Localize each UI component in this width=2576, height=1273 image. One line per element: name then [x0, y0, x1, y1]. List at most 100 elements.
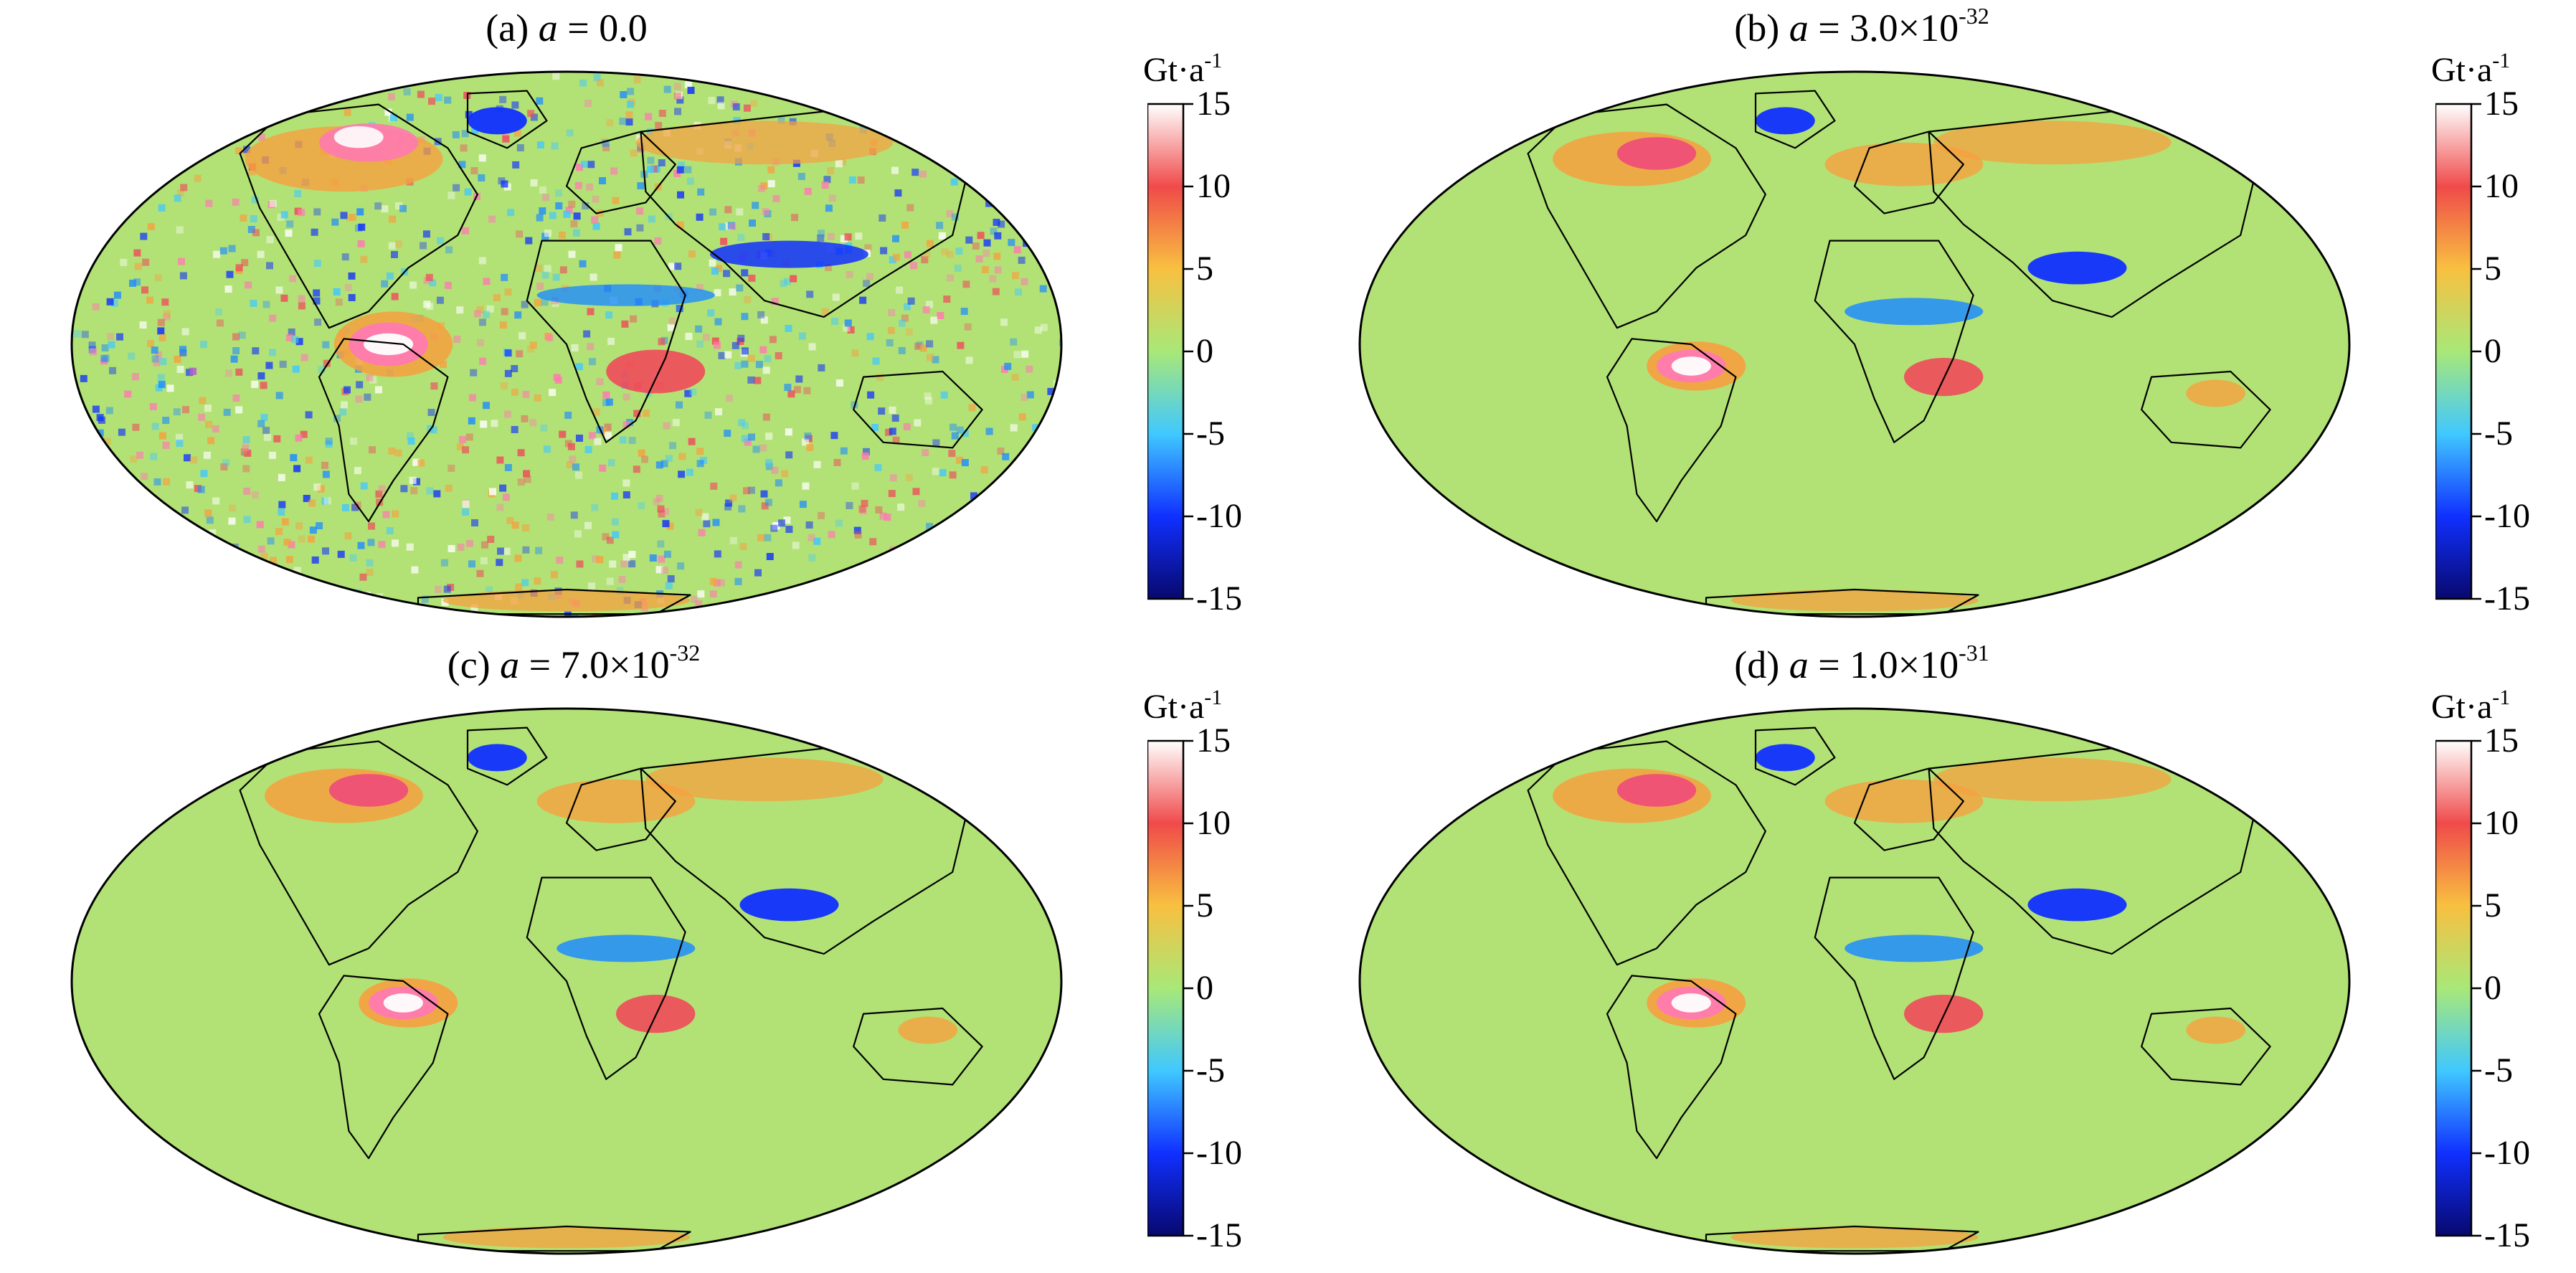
noise-cell — [724, 430, 731, 437]
signal-blob — [1824, 779, 1984, 823]
noise-cell — [676, 401, 683, 409]
noise-cell — [764, 355, 772, 363]
noise-cell — [749, 219, 756, 227]
noise-cell — [157, 327, 165, 335]
noise-cell — [549, 212, 557, 219]
noise-cell — [938, 232, 946, 240]
colorbar-scale — [1147, 739, 1193, 1237]
noise-cell — [821, 308, 829, 316]
noise-cell — [712, 519, 720, 526]
noise-cell — [717, 102, 725, 110]
noise-cell — [798, 332, 806, 340]
noise-cell — [858, 505, 866, 513]
noise-cell — [684, 81, 692, 89]
noise-cell — [314, 318, 322, 326]
noise-cell — [96, 429, 104, 437]
noise-cell — [103, 437, 111, 445]
noise-cell — [932, 468, 939, 475]
noise-cell — [219, 247, 227, 255]
noise-cell — [81, 331, 89, 339]
noise-cell — [411, 566, 419, 574]
colorbar-gradient — [2435, 739, 2473, 1237]
noise-cell — [535, 265, 543, 272]
noise-cell — [946, 250, 954, 258]
noise-cell — [980, 466, 988, 474]
noise-cell — [367, 539, 375, 546]
noise-cell — [741, 435, 749, 443]
noise-cell — [592, 222, 600, 230]
noise-cell — [618, 576, 626, 583]
noise-cell — [1026, 365, 1033, 373]
noise-cell — [283, 539, 291, 546]
colorbar-unit: Gt·a-1 — [1143, 49, 1223, 89]
noise-cell — [479, 357, 487, 365]
noise-cell — [797, 173, 805, 181]
noise-cell — [132, 423, 140, 431]
signal-blob — [1671, 356, 1711, 376]
noise-cell — [599, 177, 606, 184]
noise-cell — [989, 275, 997, 283]
noise-cell — [1034, 326, 1042, 334]
noise-cell — [181, 506, 189, 514]
noise-cell — [443, 585, 451, 593]
noise-cell — [212, 497, 220, 505]
noise-cell — [591, 503, 599, 511]
signal-blob — [1616, 137, 1697, 170]
noise-cell — [435, 585, 442, 593]
noise-cell — [496, 456, 504, 464]
noise-cell — [456, 306, 464, 314]
noise-cell — [366, 559, 374, 567]
noise-cell — [293, 465, 301, 473]
noise-cell — [691, 595, 699, 603]
noise-cell — [240, 214, 247, 222]
noise-cell — [878, 407, 886, 415]
colorbar-tick-label: -15 — [2484, 579, 2530, 617]
noise-cell — [387, 93, 395, 100]
noise-cell — [594, 437, 602, 445]
noise-cell — [610, 167, 618, 175]
noise-cell — [478, 257, 486, 265]
noise-cell — [427, 409, 435, 416]
noise-cell — [360, 482, 368, 490]
noise-cell — [835, 160, 843, 168]
noise-cell — [1021, 394, 1028, 402]
noise-cell — [627, 87, 635, 95]
noise-cell — [445, 246, 453, 254]
noise-cell — [388, 242, 396, 250]
noise-cell — [497, 547, 504, 555]
noise-cell — [298, 535, 306, 543]
noise-cell — [709, 259, 716, 267]
colorbar-tick-label: -10 — [1196, 497, 1242, 535]
colorbar-tick-label: 5 — [1196, 886, 1213, 924]
noise-cell — [888, 490, 896, 498]
noise-cell — [872, 357, 880, 365]
noise-cell — [517, 478, 525, 486]
noise-cell — [403, 88, 411, 96]
noise-cell — [674, 262, 682, 270]
noise-cell — [395, 202, 402, 209]
noise-cell — [736, 284, 744, 292]
noise-cell — [686, 468, 693, 476]
colorbar-tick-label: 15 — [1196, 721, 1231, 759]
noise-cell — [546, 334, 554, 341]
noise-cell — [894, 189, 902, 197]
colorbar-tick-label: -5 — [1196, 1051, 1225, 1089]
noise-cell — [366, 374, 374, 382]
noise-cell — [536, 141, 544, 149]
noise-cell — [555, 189, 563, 197]
noise-cell — [252, 229, 260, 237]
noise-cell — [946, 210, 954, 217]
noise-cell — [154, 274, 162, 282]
colorbar-tick-label: -10 — [2484, 1134, 2530, 1172]
noise-cell — [149, 402, 157, 410]
noise-cell — [295, 434, 303, 442]
noise-cell — [197, 486, 205, 493]
noise-cell — [147, 339, 154, 347]
noise-cell — [461, 130, 469, 138]
noise-cell — [961, 430, 969, 437]
noise-cell — [637, 182, 645, 190]
noise-cell — [535, 546, 543, 554]
noise-cell — [275, 392, 283, 399]
noise-cell — [806, 290, 814, 298]
noise-cell — [888, 308, 896, 316]
